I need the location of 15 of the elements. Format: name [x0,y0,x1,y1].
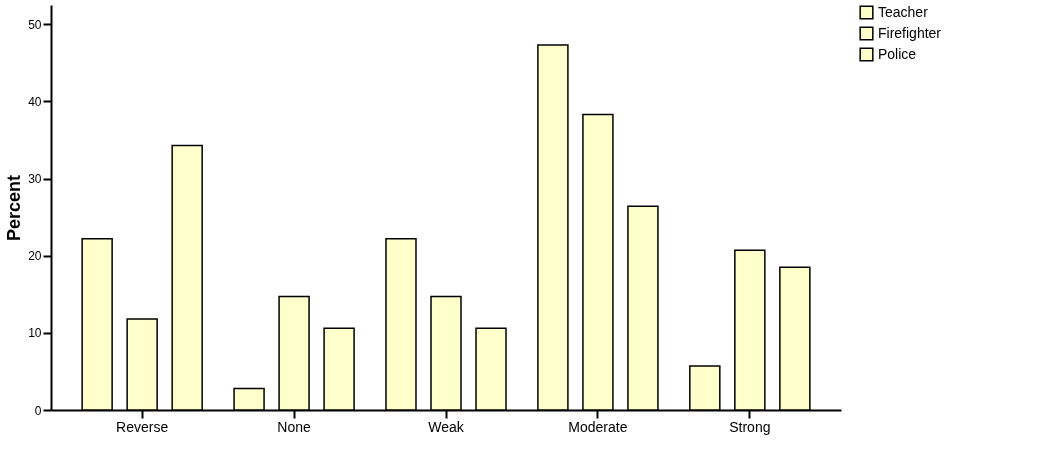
y-tick-label: 50 [28,17,42,32]
x-tick-label: Reverse [116,418,169,435]
y-tick-label: 40 [28,94,42,109]
y-tick-label: 10 [28,326,42,341]
y-axis-title: Percent [4,174,25,242]
legend-label: Police [878,45,917,62]
y-tick-label: 0 [34,403,42,418]
legend-label: Teacher [878,3,929,20]
x-tick-label: Weak [428,418,465,435]
y-tick-label: 30 [28,172,42,187]
x-tick-label: Strong [729,418,771,435]
y-tick-label: 20 [28,249,42,264]
x-tick-label: None [277,418,312,435]
legend-label: Firefighter [878,24,942,41]
x-tick-label: Moderate [568,418,628,435]
